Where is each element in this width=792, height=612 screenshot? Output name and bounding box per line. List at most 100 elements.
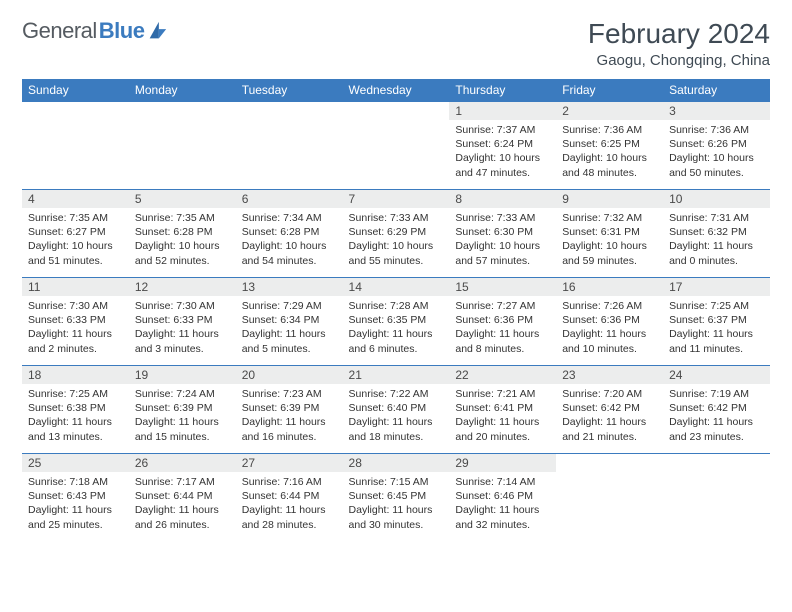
sunrise-line: Sunrise: 7:26 AM [562, 299, 657, 313]
sunrise-line: Sunrise: 7:35 AM [28, 211, 123, 225]
calendar-cell: 17 Sunrise: 7:25 AMSunset: 6:37 PMDayligh… [663, 278, 770, 366]
daylight-line: Daylight: 11 hours and 28 minutes. [242, 503, 337, 531]
calendar-cell [556, 454, 663, 542]
sunrise-line: Sunrise: 7:14 AM [455, 475, 550, 489]
day-number: 11 [22, 278, 129, 296]
day-number: 20 [236, 366, 343, 384]
sunset-line: Sunset: 6:28 PM [242, 225, 337, 239]
sunrise-line: Sunrise: 7:22 AM [349, 387, 444, 401]
sunset-line: Sunset: 6:33 PM [28, 313, 123, 327]
day-number: 12 [129, 278, 236, 296]
daylight-line: Daylight: 11 hours and 3 minutes. [135, 327, 230, 355]
day-number: 8 [449, 190, 556, 208]
calendar-cell: 14Sunrise: 7:28 AMSunset: 6:35 PMDayligh… [343, 278, 450, 366]
day-content: Sunrise: 7:35 AMSunset: 6:28 PMDaylight:… [129, 208, 236, 272]
daylight-line: Daylight: 11 hours and 16 minutes. [242, 415, 337, 443]
sunset-line: Sunset: 6:40 PM [349, 401, 444, 415]
daylight-line: Daylight: 11 hours and 21 minutes. [562, 415, 657, 443]
sunset-line: Sunset: 6:45 PM [349, 489, 444, 503]
daylight-line: Daylight: 10 hours and 54 minutes. [242, 239, 337, 267]
day-number: 29 [449, 454, 556, 472]
weekday-header: Tuesday [236, 79, 343, 102]
logo: GeneralBlue [22, 18, 168, 44]
sunrise-line: Sunrise: 7:28 AM [349, 299, 444, 313]
calendar-cell: 21Sunrise: 7:22 AMSunset: 6:40 PMDayligh… [343, 366, 450, 454]
sunset-line: Sunset: 6:31 PM [562, 225, 657, 239]
day-content: Sunrise: 7:29 AMSunset: 6:34 PMDaylight:… [236, 296, 343, 360]
day-content: Sunrise: 7:33 AMSunset: 6:29 PMDaylight:… [343, 208, 450, 272]
day-number: 1 [449, 102, 556, 120]
day-number: 16 [556, 278, 663, 296]
daylight-line: Daylight: 11 hours and 18 minutes. [349, 415, 444, 443]
sunset-line: Sunset: 6:36 PM [455, 313, 550, 327]
day-number: 22 [449, 366, 556, 384]
calendar-cell: 20Sunrise: 7:23 AMSunset: 6:39 PMDayligh… [236, 366, 343, 454]
daylight-line: Daylight: 11 hours and 20 minutes. [455, 415, 550, 443]
day-content: Sunrise: 7:34 AMSunset: 6:28 PMDaylight:… [236, 208, 343, 272]
calendar-cell: 12Sunrise: 7:30 AMSunset: 6:33 PMDayligh… [129, 278, 236, 366]
calendar-week: 1Sunrise: 7:37 AMSunset: 6:24 PMDaylight… [22, 102, 770, 190]
day-number: 26 [129, 454, 236, 472]
daylight-line: Daylight: 11 hours and 11 minutes. [669, 327, 764, 355]
daylight-line: Daylight: 11 hours and 15 minutes. [135, 415, 230, 443]
calendar-cell: 5Sunrise: 7:35 AMSunset: 6:28 PMDaylight… [129, 190, 236, 278]
day-number: 9 [556, 190, 663, 208]
calendar-cell: 7Sunrise: 7:33 AMSunset: 6:29 PMDaylight… [343, 190, 450, 278]
location: Gaogu, Chongqing, China [588, 52, 770, 69]
daylight-line: Daylight: 11 hours and 0 minutes. [669, 239, 764, 267]
sunset-line: Sunset: 6:37 PM [669, 313, 764, 327]
calendar-cell: 25Sunrise: 7:18 AMSunset: 6:43 PMDayligh… [22, 454, 129, 542]
calendar-week: 18Sunrise: 7:25 AMSunset: 6:38 PMDayligh… [22, 366, 770, 454]
sunrise-line: Sunrise: 7:33 AM [455, 211, 550, 225]
sunrise-line: Sunrise: 7:34 AM [242, 211, 337, 225]
day-content: Sunrise: 7:30 AMSunset: 6:33 PMDaylight:… [22, 296, 129, 360]
sunset-line: Sunset: 6:33 PM [135, 313, 230, 327]
daylight-line: Daylight: 11 hours and 5 minutes. [242, 327, 337, 355]
sunrise-line: Sunrise: 7:31 AM [669, 211, 764, 225]
sunset-line: Sunset: 6:29 PM [349, 225, 444, 239]
day-content: Sunrise: 7:21 AMSunset: 6:41 PMDaylight:… [449, 384, 556, 448]
sunrise-line: Sunrise: 7:36 AM [669, 123, 764, 137]
sunrise-line: Sunrise: 7:29 AM [242, 299, 337, 313]
sunset-line: Sunset: 6:42 PM [669, 401, 764, 415]
daylight-line: Daylight: 11 hours and 25 minutes. [28, 503, 123, 531]
calendar-head: SundayMondayTuesdayWednesdayThursdayFrid… [22, 79, 770, 102]
day-content: Sunrise: 7:26 AMSunset: 6:36 PMDaylight:… [556, 296, 663, 360]
sunrise-line: Sunrise: 7:25 AM [669, 299, 764, 313]
day-number: 17 [663, 278, 770, 296]
calendar-week: 4Sunrise: 7:35 AMSunset: 6:27 PMDaylight… [22, 190, 770, 278]
daylight-line: Daylight: 11 hours and 8 minutes. [455, 327, 550, 355]
day-number: 15 [449, 278, 556, 296]
sunrise-line: Sunrise: 7:15 AM [349, 475, 444, 489]
sunset-line: Sunset: 6:44 PM [242, 489, 337, 503]
calendar-cell [129, 102, 236, 190]
sunset-line: Sunset: 6:27 PM [28, 225, 123, 239]
day-number: 7 [343, 190, 450, 208]
sunrise-line: Sunrise: 7:25 AM [28, 387, 123, 401]
day-content: Sunrise: 7:14 AMSunset: 6:46 PMDaylight:… [449, 472, 556, 536]
daylight-line: Daylight: 11 hours and 23 minutes. [669, 415, 764, 443]
daylight-line: Daylight: 10 hours and 55 minutes. [349, 239, 444, 267]
sunset-line: Sunset: 6:36 PM [562, 313, 657, 327]
sunset-line: Sunset: 6:39 PM [135, 401, 230, 415]
sunrise-line: Sunrise: 7:35 AM [135, 211, 230, 225]
sunrise-line: Sunrise: 7:36 AM [562, 123, 657, 137]
day-content: Sunrise: 7:30 AMSunset: 6:33 PMDaylight:… [129, 296, 236, 360]
day-content: Sunrise: 7:33 AMSunset: 6:30 PMDaylight:… [449, 208, 556, 272]
calendar-cell: 1Sunrise: 7:37 AMSunset: 6:24 PMDaylight… [449, 102, 556, 190]
sunrise-line: Sunrise: 7:19 AM [669, 387, 764, 401]
calendar-body: 1Sunrise: 7:37 AMSunset: 6:24 PMDaylight… [22, 102, 770, 542]
weekday-row: SundayMondayTuesdayWednesdayThursdayFrid… [22, 79, 770, 102]
calendar-week: 11Sunrise: 7:30 AMSunset: 6:33 PMDayligh… [22, 278, 770, 366]
calendar-cell [663, 454, 770, 542]
daylight-line: Daylight: 11 hours and 10 minutes. [562, 327, 657, 355]
calendar-cell: 29Sunrise: 7:14 AMSunset: 6:46 PMDayligh… [449, 454, 556, 542]
day-number: 18 [22, 366, 129, 384]
day-number: 19 [129, 366, 236, 384]
day-content: Sunrise: 7:15 AMSunset: 6:45 PMDaylight:… [343, 472, 450, 536]
calendar-cell [343, 102, 450, 190]
calendar-cell [236, 102, 343, 190]
sunset-line: Sunset: 6:32 PM [669, 225, 764, 239]
sunrise-line: Sunrise: 7:32 AM [562, 211, 657, 225]
day-number: 24 [663, 366, 770, 384]
